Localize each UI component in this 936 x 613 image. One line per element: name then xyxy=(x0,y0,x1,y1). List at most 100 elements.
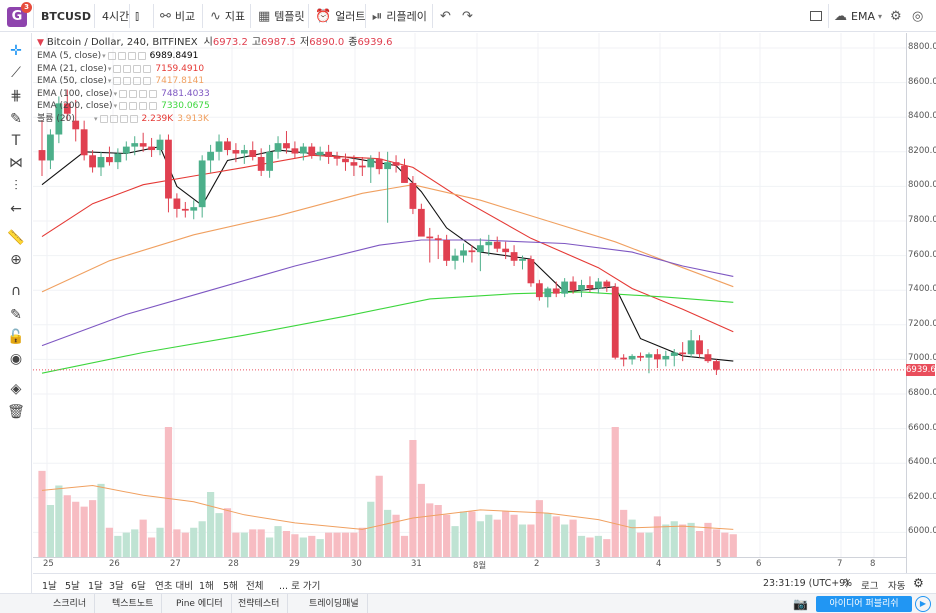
chevron-down-icon[interactable]: ▾ xyxy=(113,89,118,98)
settings-button[interactable]: ⚙ xyxy=(890,0,906,32)
settings-icon[interactable] xyxy=(129,89,138,98)
volume-bar xyxy=(518,524,527,557)
panel-tab[interactable]: 전략테스터 xyxy=(230,594,289,613)
source-icon[interactable] xyxy=(133,64,142,73)
eye-icon[interactable]: ◉ xyxy=(9,351,23,367)
eye-icon[interactable] xyxy=(119,89,128,98)
trend-line-icon[interactable]: ⟋ xyxy=(11,65,21,81)
chevron-down-icon[interactable]: ▾ xyxy=(94,114,98,123)
price-axis-border xyxy=(906,33,907,573)
volume-bar xyxy=(628,519,636,557)
panel-tab[interactable]: 텍스트노트 xyxy=(104,594,163,613)
interval-select[interactable]: 4시간 xyxy=(102,10,130,23)
percent-toggle[interactable]: % xyxy=(843,578,853,589)
chart-type-button[interactable]: ⫾ xyxy=(135,0,143,32)
publish-idea-button[interactable]: 아이디어 퍼블리쉬 xyxy=(816,596,912,612)
candle-body xyxy=(232,150,240,154)
chevron-down-icon[interactable]: ▾ xyxy=(107,64,112,73)
symbol-search[interactable]: BTCUSD xyxy=(41,9,91,23)
magnet-icon[interactable]: ∩ xyxy=(10,283,22,299)
lock-drawing-icon[interactable]: ✎ xyxy=(10,307,22,323)
alert-button[interactable]: ⏰ 얼러트 xyxy=(315,0,366,32)
source-icon[interactable] xyxy=(139,102,148,111)
eye-icon[interactable] xyxy=(99,114,108,123)
close-icon[interactable] xyxy=(129,114,138,123)
text-icon[interactable]: T xyxy=(11,133,21,149)
fullscreen-button[interactable] xyxy=(810,0,822,32)
close-icon[interactable] xyxy=(143,64,152,73)
indicator-legend-row[interactable]: EMA (200, close) ▾ 7330.0675 xyxy=(37,100,396,113)
indicator-legend-row[interactable]: EMA (100, close) ▾ 7481.4033 xyxy=(37,88,396,101)
close-icon[interactable] xyxy=(137,52,146,61)
chevron-down-icon[interactable]: ▾ xyxy=(107,77,112,85)
panel-tab[interactable]: 스크리너 xyxy=(45,594,96,613)
indicator-legend-row[interactable]: EMA (21, close) ▾ 7159.4910 xyxy=(37,63,396,76)
close-icon[interactable] xyxy=(143,77,152,86)
trash-icon[interactable]: 🗑 xyxy=(7,404,25,420)
camera-icon[interactable]: 📷 xyxy=(793,597,808,611)
settings-icon[interactable] xyxy=(117,52,126,61)
prediction-icon[interactable]: ⫶ xyxy=(14,178,18,194)
goto-date-button[interactable]: ... 로 가기 xyxy=(279,581,321,592)
fib-icon[interactable]: ⋕ xyxy=(10,88,22,104)
settings-icon[interactable] xyxy=(123,77,132,86)
play-icon[interactable]: ▶ xyxy=(915,596,931,612)
lock-icon[interactable]: 🔓 xyxy=(7,329,25,345)
source-icon[interactable] xyxy=(133,77,142,86)
settings-icon[interactable] xyxy=(123,64,132,73)
arrow-left-icon[interactable]: ← xyxy=(10,201,22,217)
source-icon[interactable] xyxy=(139,89,148,98)
app-logo[interactable]: G 3 xyxy=(7,2,32,27)
pattern-icon[interactable]: ⋈ xyxy=(9,155,23,171)
range-button[interactable]: 전체 xyxy=(246,581,264,592)
log-toggle[interactable]: 로그 xyxy=(861,581,879,592)
range-button[interactable]: 연초 대비 xyxy=(155,581,193,592)
range-button[interactable]: 6달 xyxy=(131,581,146,592)
collapse-icon[interactable]: ▼ xyxy=(37,37,44,48)
range-button[interactable]: 3달 xyxy=(109,581,124,592)
range-button[interactable]: 1해 xyxy=(199,581,214,592)
layout-save-button[interactable]: ☁ EMA ▾ xyxy=(834,0,882,32)
templates-button[interactable]: ▦ 템플릿 xyxy=(258,0,305,32)
indicator-legend-row[interactable]: 볼륨 (20) ▾ 2.239K 3.913K xyxy=(37,113,396,126)
top-toolbar: G 3 BTCUSD 4시간 ⫾ ⚯ 비교 ∿ 지표 ▦ 템플릿 ⏰ 얼러트 xyxy=(0,0,936,32)
panel-tab[interactable]: Pine 에디터 xyxy=(168,594,232,613)
chevron-down-icon[interactable]: ▾ xyxy=(113,102,118,110)
indicator-legend-row[interactable]: EMA (5, close) ▾ 6989.8491 xyxy=(37,50,396,63)
redo-button[interactable]: ↷ xyxy=(462,0,477,32)
settings-icon[interactable] xyxy=(129,102,138,111)
crosshair-icon[interactable]: ✛ xyxy=(10,43,22,59)
symbol-legend[interactable]: ▼ Bitcoin / Dollar, 240, BITFINEX 시 6973.… xyxy=(37,36,396,50)
settings-icon[interactable] xyxy=(109,114,118,123)
zoom-in-icon[interactable]: ⊕ xyxy=(10,252,22,268)
ruler-icon[interactable]: 📏 xyxy=(7,230,25,246)
source-icon[interactable] xyxy=(127,52,136,61)
eye-icon[interactable] xyxy=(113,64,122,73)
range-button[interactable]: 5해 xyxy=(223,581,238,592)
price-tick-label: 8800.0 xyxy=(908,42,936,52)
snapshot-button[interactable]: ◎ xyxy=(912,0,927,32)
auto-toggle[interactable]: 자동 xyxy=(888,581,906,592)
time-axis[interactable]: 25 26 27 28 29 30 31 8월 2 3 4 5 6 7 8 xyxy=(33,557,906,573)
price-chart[interactable] xyxy=(33,33,906,557)
source-icon[interactable] xyxy=(119,114,128,123)
eye-icon[interactable] xyxy=(119,102,128,111)
undo-button[interactable]: ↶ xyxy=(440,0,455,32)
range-button[interactable]: 5날 xyxy=(65,581,80,592)
indicator-legend-row[interactable]: EMA (50, close) ▾ 7417.8141 xyxy=(37,75,396,88)
eye-icon[interactable] xyxy=(107,52,116,61)
candle xyxy=(139,132,147,152)
chevron-down-icon[interactable]: ▾ xyxy=(102,52,106,60)
compare-button[interactable]: ⚯ 비교 xyxy=(160,0,195,32)
eye-icon[interactable] xyxy=(113,77,122,86)
layers-icon[interactable]: ◈ xyxy=(10,381,22,397)
close-icon[interactable] xyxy=(149,89,158,98)
gear-icon[interactable]: ⚙ xyxy=(913,576,924,590)
panel-tab[interactable]: 트레이딩패널 xyxy=(301,594,368,613)
close-icon[interactable] xyxy=(149,102,158,111)
brush-icon[interactable]: ✎ xyxy=(10,111,22,127)
range-button[interactable]: 1달 xyxy=(88,581,103,592)
indicators-button[interactable]: ∿ 지표 xyxy=(210,0,245,32)
replay-button[interactable]: ⏯ 리플레이 xyxy=(372,0,427,32)
range-button[interactable]: 1날 xyxy=(42,581,57,592)
